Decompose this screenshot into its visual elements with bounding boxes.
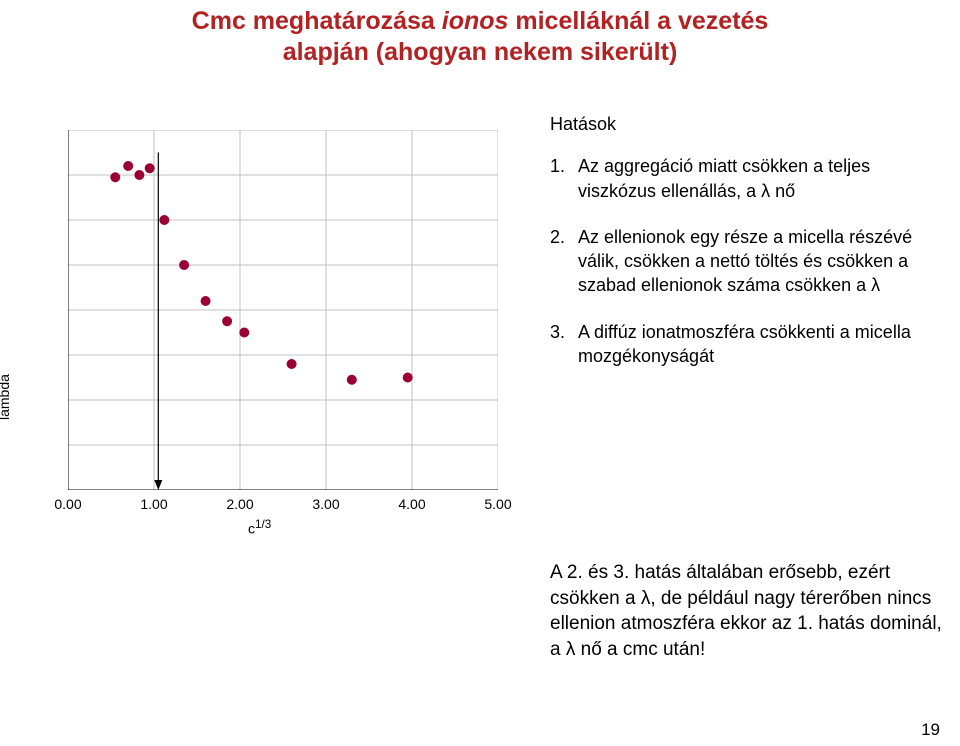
data-point xyxy=(179,260,189,270)
data-point xyxy=(403,373,413,383)
title-italic: ionos xyxy=(442,7,509,35)
effects-item-text: Az ellenionok egy része a micella részév… xyxy=(578,225,950,298)
effects-item: 1.Az aggregáció miatt csökken a teljes v… xyxy=(550,154,950,203)
data-point xyxy=(123,161,133,171)
y-axis-label: lambda xyxy=(0,374,12,420)
title-post: micelláknál a vezetés xyxy=(508,7,768,35)
x-tick-label: 1.00 xyxy=(134,496,174,512)
data-point xyxy=(110,172,120,182)
effects-panel: Hatások 1.Az aggregáció miatt csökken a … xyxy=(550,112,950,390)
data-point xyxy=(145,163,155,173)
x-tick-label: 0.00 xyxy=(48,496,88,512)
effects-header: Hatások xyxy=(550,112,950,136)
slide-title: Cmc meghatározása ionos micelláknál a ve… xyxy=(0,6,960,69)
data-point xyxy=(222,316,232,326)
data-point xyxy=(201,296,211,306)
effects-item-number: 2. xyxy=(550,225,578,298)
effects-item-number: 1. xyxy=(550,154,578,203)
x-axis-label: c1/3 xyxy=(248,518,271,537)
x-tick-label: 4.00 xyxy=(392,496,432,512)
title-line2: alapján (ahogyan nekem sikerült) xyxy=(283,38,678,66)
data-point xyxy=(287,359,297,369)
x-tick-label: 3.00 xyxy=(306,496,346,512)
effects-item-number: 3. xyxy=(550,320,578,369)
effects-item-text: Az aggregáció miatt csökken a teljes vis… xyxy=(578,154,950,203)
data-point xyxy=(134,170,144,180)
effects-list: 1.Az aggregáció miatt csökken a teljes v… xyxy=(550,154,950,368)
effects-item: 2.Az ellenionok egy része a micella rész… xyxy=(550,225,950,298)
data-point xyxy=(239,328,249,338)
scatter-plot xyxy=(68,130,498,490)
summary-paragraph: A 2. és 3. hatás általában erősebb, ezér… xyxy=(550,560,950,663)
data-point xyxy=(347,375,357,385)
x-tick-label: 5.00 xyxy=(478,496,518,512)
title-pre: Cmc meghatározása xyxy=(192,7,442,35)
effects-item: 3.A diffúz ionatmoszféra csökkenti a mic… xyxy=(550,320,950,369)
data-point xyxy=(159,215,169,225)
effects-item-text: A diffúz ionatmoszféra csökkenti a micel… xyxy=(578,320,950,369)
x-tick-label: 2.00 xyxy=(220,496,260,512)
slide-number: 19 xyxy=(921,720,940,740)
